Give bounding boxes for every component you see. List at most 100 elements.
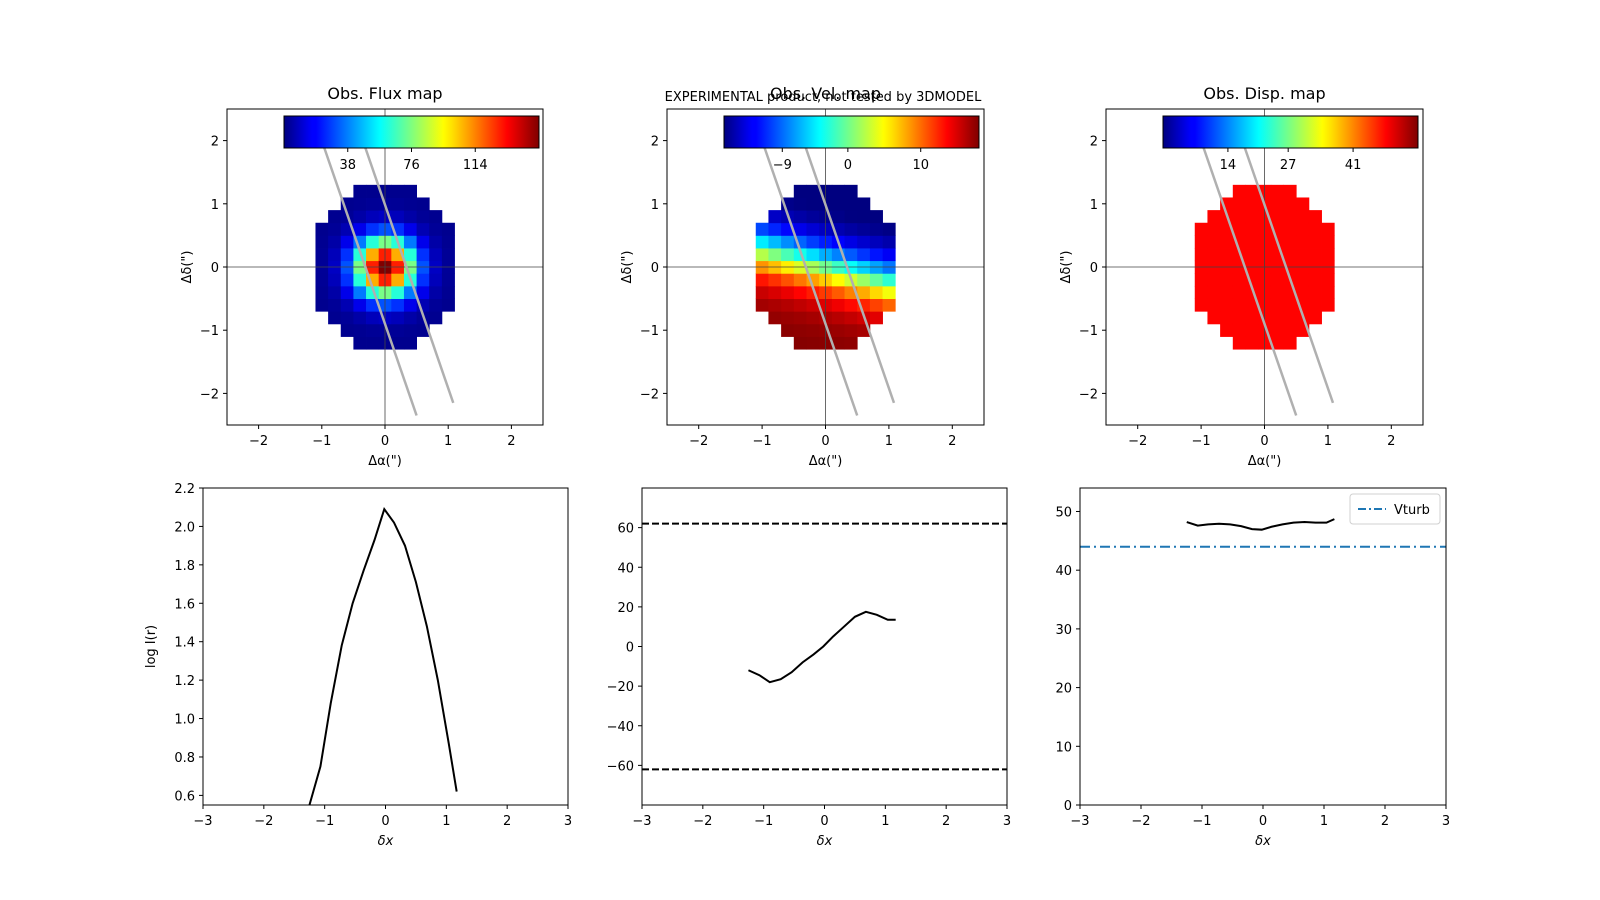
y-tick-label: −40 [607, 720, 634, 735]
x-tick-label: 0 [820, 814, 828, 829]
map-pixel [353, 323, 367, 337]
y-tick-label: 0 [1090, 261, 1098, 276]
map-pixel [416, 210, 430, 224]
x-tick-label: −2 [254, 814, 273, 829]
map-pixel [429, 235, 443, 249]
x-tick-label: 0 [381, 434, 389, 449]
map-pixel [857, 197, 871, 211]
axes-frame [202, 487, 569, 806]
map-pixel [353, 311, 367, 325]
map-pixel [328, 235, 342, 249]
map-pixel [403, 210, 417, 224]
map-pixel [403, 184, 417, 198]
map-pixel [806, 311, 820, 325]
map-pixel [353, 222, 367, 236]
x-tick-label: −1 [1192, 434, 1211, 449]
map-pixel [1308, 210, 1322, 224]
y-axis-label: log I(r) [144, 625, 159, 668]
map-pixel [353, 336, 367, 350]
x-tick-label: 1 [444, 434, 452, 449]
map-pixel [1245, 197, 1259, 211]
map-pixel [366, 323, 380, 337]
map-pixel [768, 235, 782, 249]
map-pixel [793, 222, 807, 236]
map-pixel [1283, 210, 1297, 224]
x-tick-label: −1 [1192, 814, 1211, 829]
x-axis-label: δx [817, 834, 833, 849]
map-pixel [1207, 210, 1221, 224]
map-pixel [403, 235, 417, 249]
map-pixel [831, 336, 845, 350]
map-pixel [857, 222, 871, 236]
map-pixel [1220, 273, 1234, 287]
map-pixel [1296, 248, 1310, 262]
map-pixel [755, 235, 769, 249]
slit-line-1 [1199, 140, 1298, 416]
y-tick-label: 2 [651, 135, 659, 150]
map-pixels [755, 184, 896, 350]
map-pixel [1270, 273, 1284, 287]
map-pixel [1308, 235, 1322, 249]
axes-frame [1079, 487, 1447, 806]
map-pixel [429, 248, 443, 262]
map-panel-3: 14 27 41 −2 −1 0 1 2 −2 −1 0 1 2 Obs. Disp. map Δα(") Δ… [1059, 84, 1424, 469]
map-pixel [366, 197, 380, 211]
map-pixel [831, 311, 845, 325]
map-pixel [1283, 248, 1297, 262]
map-panel-1: 38 76 114 −2 −1 0 1 2 −2 −1 0 1 2 Obs. Flux map Δα(") Δ… [180, 84, 544, 469]
map-pixel [1308, 222, 1322, 236]
map-pixel [1321, 273, 1335, 287]
y-tick-label: 20 [1055, 682, 1072, 697]
map-pixel [353, 298, 367, 312]
map-pixel [416, 285, 430, 299]
y-tick-label: 1 [651, 198, 659, 213]
map-pixel [391, 273, 405, 287]
y-tick-label: 40 [1055, 564, 1072, 579]
y-tick-label: 0.6 [174, 789, 195, 804]
map-pixel [1283, 197, 1297, 211]
x-axis-label: Δα(") [809, 454, 843, 469]
map-pixel [315, 298, 329, 312]
map-pixel [1232, 285, 1246, 299]
map-pixel [1245, 210, 1259, 224]
map-pixel [391, 184, 405, 198]
map-pixel [882, 235, 896, 249]
map-pixel [1270, 210, 1284, 224]
x-tick-label: 2 [1381, 814, 1389, 829]
map-pixel [806, 323, 820, 337]
map-pixel [831, 323, 845, 337]
slit-line-1 [320, 140, 418, 416]
map-pixel [793, 336, 807, 350]
map-pixel [1270, 323, 1284, 337]
map-pixel [441, 248, 455, 262]
x-tick-label: 0 [821, 434, 829, 449]
map-pixel [1207, 298, 1221, 312]
plot-area [642, 522, 1007, 771]
map-pixel [353, 210, 367, 224]
x-tick-label: −1 [753, 434, 772, 449]
map-pixel [755, 273, 769, 287]
map-pixel [1232, 222, 1246, 236]
map-pixel [340, 323, 354, 337]
map-pixel [755, 285, 769, 299]
map-pixel [366, 248, 380, 262]
map-pixel [755, 248, 769, 262]
x-tick-label: 2 [507, 434, 515, 449]
map-pixel [1308, 248, 1322, 262]
y-tick-label: 10 [1055, 740, 1072, 755]
map-pixel [1270, 311, 1284, 325]
map-pixel [1245, 311, 1259, 325]
experimental-banner: EXPERIMENTAL product, not tested by 3DMO… [665, 90, 982, 105]
y-axis-label: Δδ(") [620, 251, 635, 284]
x-tick-label: 2 [948, 434, 956, 449]
map-pixel [340, 235, 354, 249]
map-pixel [441, 235, 455, 249]
map-pixel [315, 235, 329, 249]
map-pixel [1194, 285, 1208, 299]
y-tick-label: 1.6 [174, 597, 195, 612]
map-pixel [328, 210, 342, 224]
map-panel-2: −9 0 10 −2 −1 0 1 2 −2 −1 0 1 2 Obs. Vel. map Δα(") Δδ(… [620, 84, 985, 469]
map-pixel [882, 248, 896, 262]
map-pixel [353, 184, 367, 198]
series-line-1 [748, 610, 896, 684]
